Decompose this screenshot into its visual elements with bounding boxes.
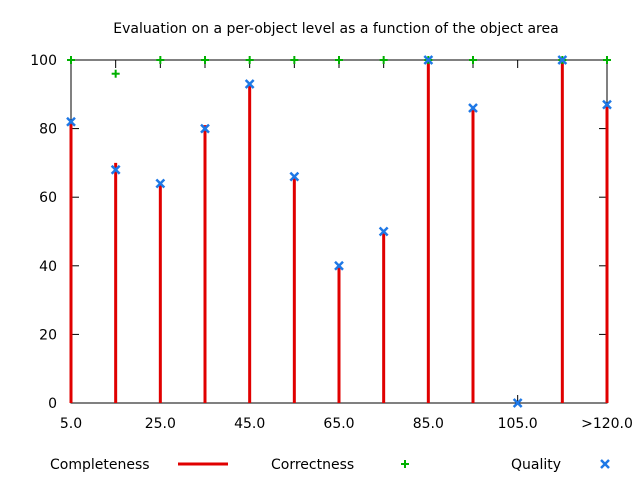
x-tick-label: >120.0: [581, 416, 633, 432]
legend: Completeness Correctness Quality: [50, 457, 610, 473]
quality-point: [244, 79, 255, 89]
quality-point: [512, 398, 523, 408]
quality-point: [602, 99, 612, 110]
correctness-point: [379, 56, 388, 64]
y-tick-label: 0: [48, 396, 57, 412]
legend-label-quality: Quality: [511, 457, 561, 473]
quality-point: [423, 55, 434, 65]
x-tick-label: 25.0: [145, 416, 176, 432]
x-tick-label: 105.0: [498, 416, 538, 432]
correctness-point: [111, 69, 120, 78]
quality-point: [557, 55, 568, 65]
quality-point: [378, 226, 389, 237]
quality-point: [200, 123, 210, 134]
y-tick-label: 40: [39, 259, 57, 275]
correctness-point: [67, 56, 75, 64]
quality-point: [334, 260, 344, 271]
quality-point: [110, 164, 121, 175]
x-tick-label: 85.0: [413, 416, 444, 432]
x-axis: 5.0 25.0 45.0 65.0 85.0 105.0 >120.0: [60, 60, 633, 432]
correctness-point: [156, 56, 165, 64]
y-tick-label: 100: [30, 53, 57, 69]
correctness-point: [335, 56, 343, 64]
x-tick-label: 5.0: [60, 416, 82, 432]
series-layer: [66, 55, 612, 408]
y-tick-label: 80: [39, 122, 57, 138]
legend-label-correctness: Correctness: [271, 457, 354, 473]
y-tick-label: 20: [39, 327, 57, 343]
quality-point: [289, 171, 300, 182]
correctness-point: [290, 56, 299, 64]
legend-label-completeness: Completeness: [50, 457, 150, 473]
x-tick-label: 65.0: [323, 416, 354, 432]
legend-swatch-correctness: [401, 460, 409, 468]
correctness-point: [245, 56, 254, 64]
y-axis: 0 20 40 60 80 100: [30, 53, 607, 412]
legend-swatch-quality: [600, 459, 610, 469]
quality-point: [66, 116, 76, 127]
correctness-point: [469, 56, 477, 64]
quality-point: [468, 103, 478, 113]
chart-title: Evaluation on a per-object level as a fu…: [113, 21, 558, 37]
correctness-point: [603, 56, 611, 64]
correctness-point: [201, 56, 209, 64]
x-tick-label: 45.0: [234, 416, 265, 432]
quality-point: [155, 178, 166, 189]
y-tick-label: 60: [39, 190, 57, 206]
